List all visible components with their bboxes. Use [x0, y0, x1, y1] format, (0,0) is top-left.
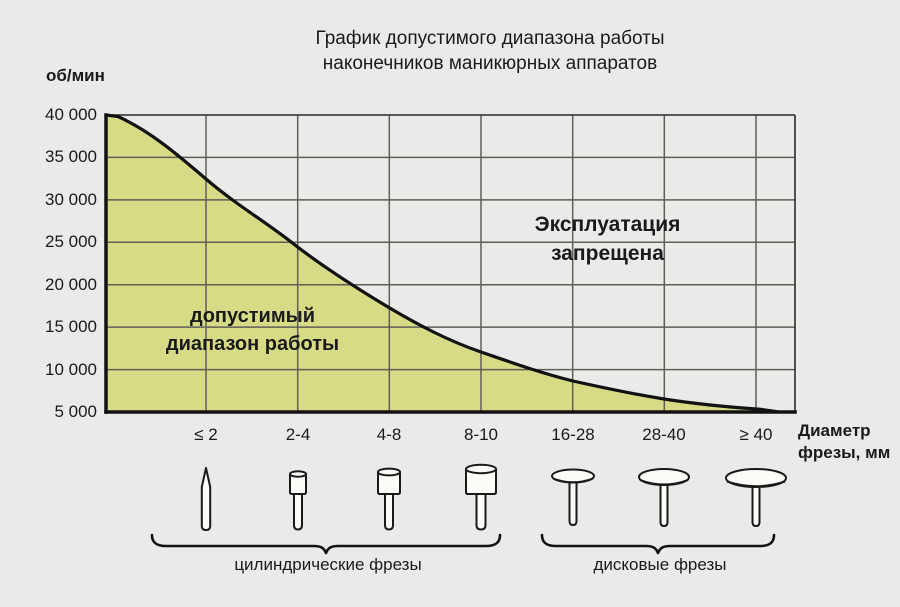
cylindrical-group-label: цилиндрические фрезы — [234, 555, 422, 574]
allowed-region-label: допустимый диапазон работы — [130, 302, 375, 358]
needle-bit-icon — [200, 467, 212, 531]
cylinder-bit-medium-icon — [377, 467, 401, 531]
x-tick-label: 8-10 — [463, 425, 499, 444]
y-tick-label: 10 000 — [45, 360, 97, 379]
allowed-region-area — [106, 115, 778, 412]
y-tick-label: 20 000 — [45, 275, 97, 294]
x-tick-label: 2-4 — [285, 425, 311, 444]
disc-group-brace — [540, 533, 776, 555]
x-tick-label: 16-28 — [551, 425, 595, 444]
grid-lines — [106, 115, 795, 412]
forbidden-region-label: Эксплуатация запрещена — [465, 210, 750, 268]
y-axis-unit-label: об/мин — [46, 66, 105, 85]
allowed-region-label-line2: диапазон работы — [165, 333, 340, 355]
disc-bit-medium-icon — [638, 468, 690, 527]
chart-title-line2: наконечников маникюрных аппаратов — [322, 53, 658, 74]
x-tick-label: 4-8 — [376, 425, 402, 444]
chart-title-line1: График допустимого диапазона работы — [315, 28, 665, 49]
y-tick-label: 40 000 — [45, 105, 97, 124]
max-rpm-boundary-curve — [104, 113, 780, 414]
y-tick-label: 25 000 — [45, 232, 97, 251]
forbidden-region-label-line2: запрещена — [551, 242, 664, 265]
disc-group-label: дисковые фрезы — [593, 555, 727, 574]
plot-area — [104, 113, 797, 414]
forbidden-region-label-line1: Эксплуатация — [534, 213, 681, 236]
y-tick-label: 35 000 — [45, 147, 97, 166]
chart-title: График допустимого диапазона работы нако… — [230, 26, 750, 76]
disc-bit-large-icon — [725, 468, 787, 527]
disc-bit-small-icon — [551, 468, 595, 526]
y-tick-label: 30 000 — [45, 190, 97, 209]
x-tick-label: ≤ 2 — [194, 425, 218, 444]
plot-frame — [104, 113, 797, 414]
x-axis-title: Диаметр фрезы, мм — [798, 420, 890, 464]
x-axis-title-line2: фрезы, мм — [798, 443, 891, 462]
cylindrical-group-brace — [150, 533, 502, 555]
x-tick-label: ≥ 40 — [739, 425, 773, 444]
allowed-region-label-line1: допустимый — [190, 305, 315, 327]
y-tick-label: 5 000 — [54, 402, 97, 421]
cylinder-bit-small-icon — [289, 470, 307, 531]
cylinder-bit-large-icon — [465, 463, 497, 531]
y-tick-label: 15 000 — [45, 317, 97, 336]
x-tick-label: 28-40 — [642, 425, 686, 444]
x-axis-title-line1: Диаметр — [798, 421, 871, 440]
